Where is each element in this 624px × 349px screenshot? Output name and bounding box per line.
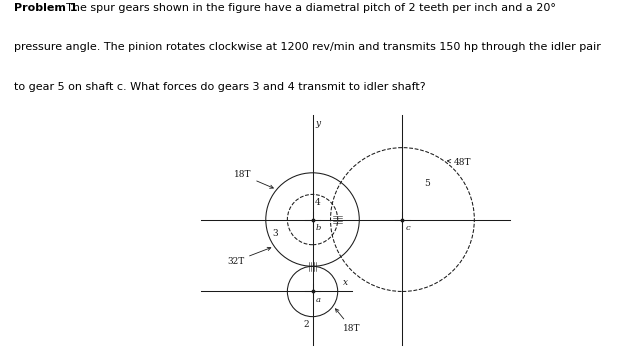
Text: 32T: 32T [227, 247, 271, 266]
Text: pressure angle. The pinion rotates clockwise at 1200 rev/min and transmits 150 h: pressure angle. The pinion rotates clock… [14, 43, 601, 52]
Text: to gear 5 on shaft c. What forces do gears 3 and 4 transmit to idler shaft?: to gear 5 on shaft c. What forces do gea… [14, 82, 426, 91]
Text: a: a [315, 296, 320, 304]
Text: Problem 1: Problem 1 [14, 3, 77, 13]
Text: x: x [343, 278, 348, 287]
Text: 4: 4 [314, 198, 321, 207]
Text: 18T: 18T [336, 309, 360, 333]
Text: c: c [406, 224, 410, 232]
Text: b: b [315, 224, 321, 232]
Text: 3: 3 [273, 229, 278, 238]
Text: . The spur gears shown in the figure have a diametral pitch of 2 teeth per inch : . The spur gears shown in the figure hav… [59, 3, 555, 13]
Text: 18T: 18T [234, 170, 273, 188]
Text: 5: 5 [424, 179, 430, 188]
Text: 48T: 48T [447, 157, 472, 166]
Text: y: y [315, 119, 321, 128]
Text: 2: 2 [303, 320, 309, 329]
